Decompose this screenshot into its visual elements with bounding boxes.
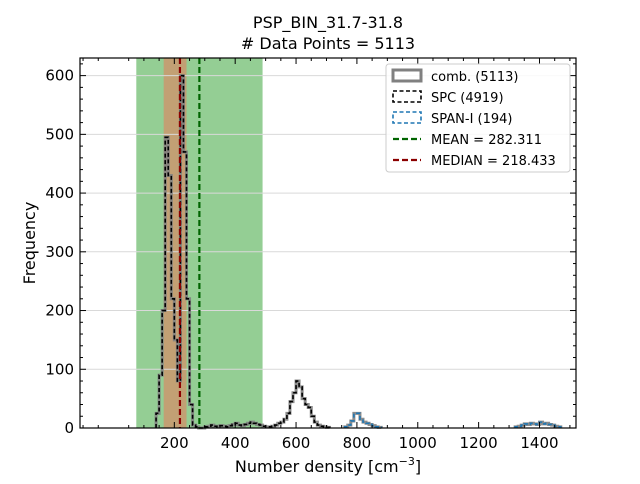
y-tick-label: 0: [64, 419, 74, 437]
y-axis-label: Frequency: [20, 202, 39, 285]
y-tick-label: 400: [45, 184, 74, 202]
legend-frame: [385, 63, 571, 173]
y-tick-label: 200: [45, 302, 74, 320]
x-tick-label: 1000: [399, 434, 437, 452]
x-tick-label: 600: [282, 434, 311, 452]
series-outline-spc: [155, 74, 331, 429]
x-tick-label: 1400: [520, 434, 558, 452]
legend-label-span: SPAN-I (194): [431, 112, 513, 127]
y-tick-label: 600: [45, 67, 74, 85]
x-tick-label: 1200: [460, 434, 498, 452]
legend-swatch-span: [392, 111, 422, 124]
axis-tick-labels: 200 400 600 800 1000 1200 1400 0 100 200 300 400 500…: [45, 67, 558, 452]
x-axis-label: Number density [cm−3]: [235, 455, 421, 476]
x-tick-label: 200: [160, 434, 189, 452]
legend: comb. (5113) SPC (4919) SPAN-I (194) MEA…: [385, 63, 571, 173]
legend-swatch-spc: [392, 90, 422, 103]
x-tick-label: 800: [343, 434, 372, 452]
chart-title: PSP_BIN_31.7-31.8: [253, 13, 403, 33]
legend-swatch-comb: [391, 68, 423, 83]
y-tick-label: 100: [45, 360, 74, 378]
legend-label-median: MEDIAN = 218.433: [431, 154, 556, 169]
plot-area-frame: [79, 57, 577, 429]
legend-label-mean: MEAN = 282.311: [431, 133, 542, 148]
histogram-series: [154, 74, 563, 430]
y-tick-label: 500: [45, 125, 74, 143]
series-outline-span: [343, 412, 562, 429]
reference-lines: [178, 58, 201, 428]
legend-label-spc: SPC (4919): [431, 91, 504, 106]
legend-label-comb: comb. (5113): [431, 70, 519, 85]
y-gridlines: [80, 75, 576, 370]
chart-subtitle: # Data Points = 5113: [241, 34, 415, 53]
axis-ticks: [80, 58, 576, 429]
x-tick-label: 400: [221, 434, 250, 452]
y-tick-label: 300: [45, 243, 74, 261]
series-span: [343, 412, 562, 429]
series-spc: [155, 74, 331, 429]
